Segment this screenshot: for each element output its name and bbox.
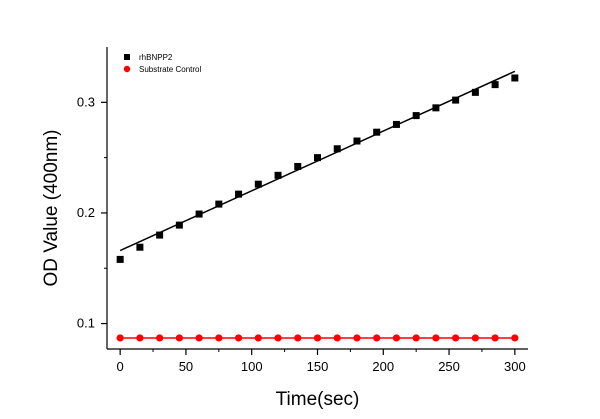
x-tick-label: 200 <box>372 359 394 374</box>
x-tick-label: 300 <box>504 359 526 374</box>
data-point-circle <box>392 334 401 342</box>
data-point-circle <box>175 334 183 342</box>
x-tick-label: 100 <box>241 359 263 374</box>
data-point-square <box>392 120 400 128</box>
plot-frame <box>106 47 528 350</box>
data-point-square <box>215 200 223 208</box>
data-point-circle <box>471 334 479 342</box>
data-point-square <box>274 171 282 179</box>
data-point-square <box>136 243 144 251</box>
data-point-circle <box>215 334 223 342</box>
legend-marker-circle <box>123 65 131 73</box>
data-point-circle <box>353 334 361 342</box>
data-point-square <box>452 96 460 104</box>
data-point-square <box>254 180 262 188</box>
data-point-square <box>353 137 361 145</box>
data-point-circle <box>234 334 243 342</box>
y-axis-ticks: 0.1 0.2 0.3 <box>77 94 107 331</box>
data-point-circle <box>333 334 341 342</box>
x-tick-label: 0 <box>117 359 124 374</box>
y-tick-label: 0.2 <box>77 205 95 220</box>
data-point-square <box>156 231 164 239</box>
legend-marker-square <box>124 54 130 60</box>
data-point-square <box>373 128 381 136</box>
x-axis-title: Time(sec) <box>276 389 360 410</box>
data-point-square <box>412 112 420 120</box>
data-point-circle <box>491 334 499 342</box>
data-point-circle <box>412 334 420 342</box>
fit-lines <box>119 70 516 339</box>
data-point-square <box>333 145 341 153</box>
data-point-circle <box>432 334 440 342</box>
data-point-square <box>235 190 243 198</box>
data-point-circle <box>254 334 262 342</box>
data-point-circle <box>511 334 519 342</box>
data-points <box>116 74 519 342</box>
x-tick-label: 250 <box>438 359 460 374</box>
legend-label: Substrate Control <box>139 65 201 74</box>
data-point-circle <box>452 334 460 342</box>
data-point-circle <box>156 334 164 342</box>
y-tick-label: 0.3 <box>77 94 95 109</box>
x-axis-ticks: 0 50 100 150 200 250 300 <box>117 349 526 374</box>
data-point-circle <box>313 334 322 342</box>
x-tick-label: 50 <box>179 359 193 374</box>
legend-label: rhBNPP2 <box>139 53 173 62</box>
data-point-square <box>116 255 124 263</box>
data-point-square <box>511 74 519 82</box>
y-tick-label: 0.1 <box>77 316 95 331</box>
data-point-square <box>471 88 479 96</box>
data-point-square <box>432 104 440 112</box>
x-tick-label: 150 <box>307 359 329 374</box>
data-point-circle <box>116 334 124 342</box>
data-point-circle <box>136 334 144 342</box>
data-point-circle <box>274 334 282 342</box>
data-point-square <box>491 81 499 89</box>
data-point-square <box>175 221 183 229</box>
y-axis-title: OD Value (400nm) <box>41 130 62 287</box>
data-point-circle <box>294 334 302 342</box>
legend: rhBNPP2 Substrate Control <box>123 53 201 74</box>
data-point-square <box>314 154 321 162</box>
data-point-square <box>195 210 203 218</box>
data-point-square <box>294 162 302 170</box>
data-point-circle <box>373 334 381 342</box>
data-point-circle <box>195 334 203 342</box>
